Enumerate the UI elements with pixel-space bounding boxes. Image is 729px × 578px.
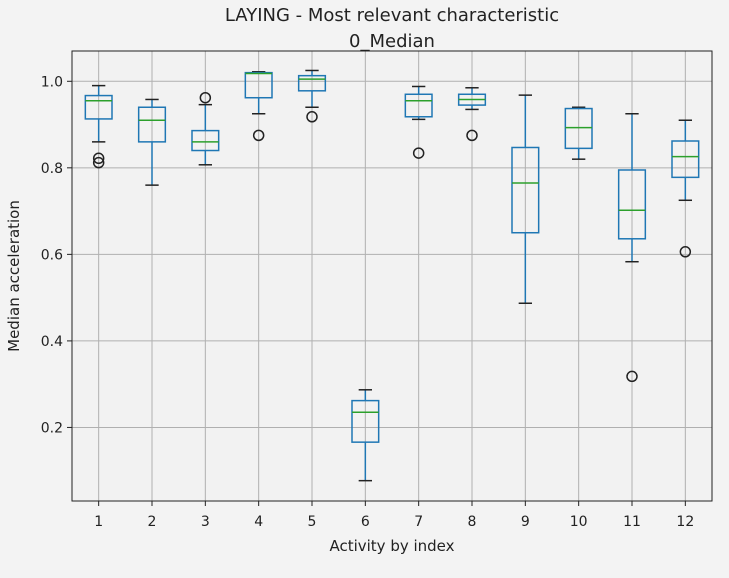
x-tick-label: 8 — [468, 514, 477, 530]
y-tick-label: 0.6 — [41, 247, 63, 263]
box-group-4 — [244, 71, 273, 142]
y-tick-label: 0.8 — [41, 161, 63, 177]
box-body — [191, 129, 220, 152]
x-tick-label: 4 — [254, 514, 263, 530]
x-tick-label: 11 — [623, 514, 641, 530]
chart-title: LAYING - Most relevant characteristic — [225, 5, 559, 26]
box-group-7 — [404, 85, 433, 159]
box-body — [84, 94, 113, 120]
box-group-10 — [564, 106, 593, 160]
box-group-9 — [511, 94, 540, 305]
box-body — [351, 399, 380, 443]
box-body — [404, 93, 433, 118]
box-body — [564, 107, 593, 150]
box-group-1 — [84, 84, 113, 169]
x-tick-label: 7 — [414, 514, 423, 530]
x-tick-label: 3 — [201, 514, 210, 530]
x-tick-label: 10 — [570, 514, 588, 530]
y-tick-label: 0.4 — [41, 334, 63, 350]
plot-frame — [71, 50, 713, 502]
box-body — [511, 146, 540, 234]
box-body — [617, 169, 647, 240]
chart-subtitle: 0_Median — [349, 31, 435, 52]
outlier-point — [679, 246, 692, 258]
y-axis-label: Median acceleration — [5, 200, 23, 352]
y-axis-ticks: 0.2 0.4 0.6 0.8 1.0 — [41, 74, 72, 436]
boxes-layer — [84, 69, 700, 482]
box-body — [244, 71, 273, 99]
outlier-point — [412, 147, 425, 159]
x-axis-label: Activity by index — [329, 537, 454, 555]
outlier-point — [626, 370, 638, 383]
box-group-6 — [351, 389, 380, 482]
outlier-point — [199, 91, 212, 104]
x-tick-label: 6 — [361, 514, 370, 530]
y-tick-label: 1.0 — [41, 74, 63, 90]
plot-area-background — [72, 51, 712, 501]
x-tick-label: 1 — [94, 514, 103, 530]
outlier-point — [306, 111, 318, 123]
box-group-2 — [137, 98, 167, 186]
x-tick-label: 2 — [148, 514, 157, 530]
outlier-point — [92, 152, 105, 165]
outlier-point — [252, 129, 265, 142]
x-tick-label: 5 — [308, 514, 317, 530]
outlier-point — [466, 129, 478, 142]
box-group-12 — [671, 119, 700, 258]
x-tick-label: 12 — [676, 514, 694, 530]
x-axis-ticks: 1 2 3 4 5 6 7 8 9 10 11 12 — [94, 501, 694, 530]
outlier-point — [92, 156, 105, 169]
box-body — [297, 74, 327, 92]
box-group-3 — [191, 91, 220, 166]
box-body — [671, 140, 700, 179]
box-group-11 — [617, 112, 647, 383]
y-tick-label: 0.2 — [41, 420, 63, 436]
box-group-8 — [457, 87, 487, 142]
box-group-5 — [297, 69, 327, 123]
x-tick-label: 9 — [521, 514, 530, 530]
box-body — [137, 106, 167, 143]
